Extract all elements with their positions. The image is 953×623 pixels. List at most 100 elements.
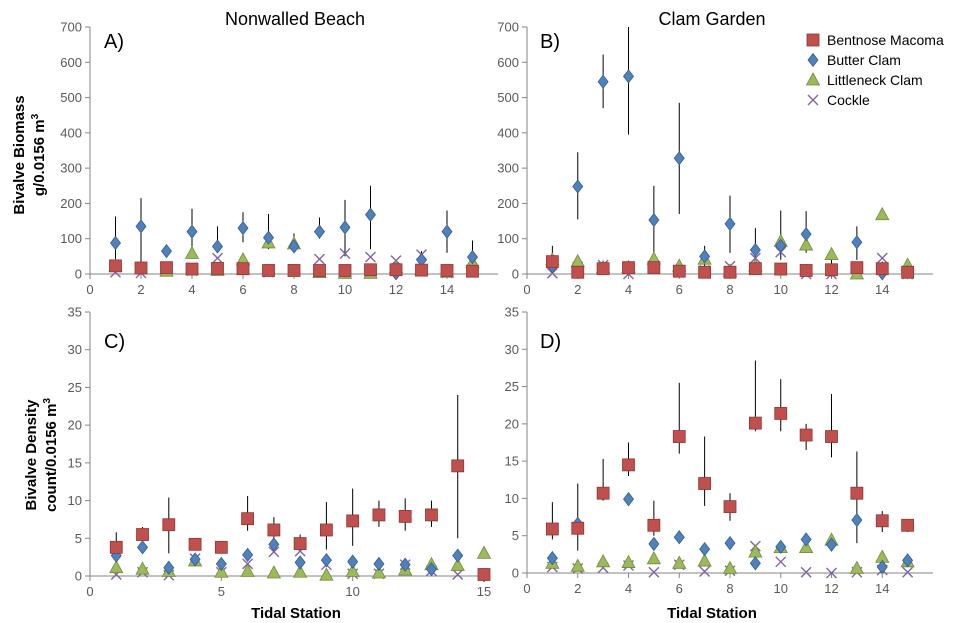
y-tick-label: 200 bbox=[60, 196, 82, 211]
panel-title-clam-garden: Clam Garden bbox=[658, 9, 765, 29]
x-tick-label: 0 bbox=[86, 584, 93, 599]
data-point-littleneck-clam bbox=[798, 237, 814, 251]
y-tick-label: 10 bbox=[505, 491, 519, 506]
data-point-butter-clam bbox=[186, 224, 198, 239]
data-point-bentnose-macoma bbox=[698, 265, 712, 279]
data-point-butter-clam bbox=[189, 552, 201, 567]
y-tick-label: 600 bbox=[497, 55, 519, 70]
data-point-bentnose-macoma bbox=[398, 510, 412, 523]
data-point-bentnose-macoma bbox=[723, 500, 737, 514]
data-point-littleneck-clam bbox=[184, 245, 200, 259]
data-point-butter-clam bbox=[294, 555, 306, 570]
data-point-cockle bbox=[339, 248, 351, 260]
data-point-cockle bbox=[648, 566, 660, 578]
data-point-bentnose-macoma bbox=[293, 537, 307, 550]
data-point-littleneck-clam bbox=[371, 565, 387, 579]
data-point-butter-clam bbox=[699, 249, 711, 264]
data-point-butter-clam bbox=[347, 554, 359, 569]
data-point-bentnose-macoma bbox=[596, 262, 610, 276]
data-point-butter-clam bbox=[876, 559, 888, 575]
y-tick-label: 15 bbox=[505, 454, 519, 469]
data-point-bentnose-macoma bbox=[774, 407, 788, 420]
data-point-butter-clam bbox=[364, 207, 377, 222]
data-point-butter-clam bbox=[211, 239, 224, 254]
y-tick-label: 300 bbox=[60, 161, 82, 176]
data-point-bentnose-macoma bbox=[477, 568, 491, 581]
data-point-littleneck-clam bbox=[266, 565, 282, 579]
data-point-butter-clam bbox=[825, 537, 838, 552]
panel-c-nonwalled-density: 0 5 10 15 20 25 30 35 0 5 10 15 bbox=[68, 305, 492, 600]
data-point-bentnose-macoma bbox=[451, 459, 465, 473]
data-point-bentnose-macoma bbox=[774, 262, 788, 276]
y-tick-label: 0 bbox=[75, 569, 82, 584]
data-point-butter-clam bbox=[597, 74, 609, 89]
y-tick-label: 700 bbox=[60, 20, 82, 35]
data-point-bentnose-macoma bbox=[799, 264, 813, 277]
data-point-littleneck-clam bbox=[240, 563, 255, 577]
data-point-bentnose-macoma bbox=[647, 261, 661, 275]
data-point-littleneck-clam bbox=[722, 560, 738, 574]
y-tick-label: 100 bbox=[60, 231, 82, 246]
data-point-bentnose-macoma bbox=[545, 522, 559, 536]
data-point-littleneck-clam bbox=[476, 545, 492, 559]
data-point-butter-clam bbox=[320, 553, 332, 568]
data-point-littleneck-clam bbox=[109, 559, 124, 574]
x-tick-label: 0 bbox=[523, 581, 530, 596]
data-point-littleneck-clam bbox=[697, 553, 712, 567]
data-point-bentnose-macoma bbox=[338, 264, 352, 277]
legend-label-butter-clam: Butter Clam bbox=[827, 52, 901, 68]
x-tick-label: 6 bbox=[676, 282, 683, 297]
data-point-butter-clam bbox=[237, 220, 249, 236]
legend-marker-bentnose-macoma bbox=[806, 33, 820, 47]
data-point-butter-clam bbox=[135, 219, 147, 234]
data-point-bentnose-macoma bbox=[425, 508, 438, 522]
data-point-littleneck-clam bbox=[798, 539, 814, 554]
data-point-butter-clam bbox=[800, 226, 812, 242]
x-tick-label: 6 bbox=[676, 581, 683, 596]
data-point-butter-clam bbox=[268, 537, 280, 552]
data-point-littleneck-clam bbox=[621, 554, 636, 568]
data-point-bentnose-macoma bbox=[109, 259, 122, 273]
data-point-butter-clam bbox=[109, 235, 122, 251]
data-point-cockle bbox=[876, 252, 888, 264]
y-axis-label-biomass: Bivalve Biomass g/0.0156 m3 bbox=[11, 95, 48, 214]
panel-label-d: D) bbox=[540, 331, 561, 353]
y-tick-label: 600 bbox=[60, 55, 82, 70]
y-tick-label: 5 bbox=[75, 531, 82, 546]
y-tick-label: 5 bbox=[512, 528, 519, 543]
data-point-bentnose-macoma bbox=[346, 514, 360, 528]
data-point-butter-clam bbox=[160, 243, 173, 259]
x-tick-label: 14 bbox=[875, 282, 889, 297]
data-point-bentnose-macoma bbox=[672, 430, 686, 443]
data-point-butter-clam bbox=[648, 536, 660, 552]
y-tick-label: 200 bbox=[497, 196, 519, 211]
data-point-butter-clam bbox=[902, 553, 914, 568]
data-point-bentnose-macoma bbox=[850, 486, 864, 500]
y-axis-label-density: Bivalve Density count/0.0156 m3 bbox=[23, 398, 60, 512]
data-point-butter-clam bbox=[546, 550, 558, 566]
data-point-butter-clam bbox=[622, 69, 635, 84]
y-tick-label: 300 bbox=[497, 161, 519, 176]
data-point-butter-clam bbox=[441, 224, 453, 239]
x-tick-label: 10 bbox=[774, 282, 788, 297]
data-point-bentnose-macoma bbox=[825, 263, 838, 277]
data-point-littleneck-clam bbox=[824, 246, 839, 260]
legend-marker-littleneck-clam bbox=[805, 72, 821, 86]
y-tick-label: 0 bbox=[512, 566, 519, 581]
data-point-bentnose-macoma bbox=[748, 262, 762, 276]
x-tick-label: 0 bbox=[523, 282, 530, 297]
data-point-littleneck-clam bbox=[849, 560, 865, 574]
data-point-butter-clam bbox=[648, 212, 660, 228]
legend-marker-butter-clam bbox=[807, 52, 819, 68]
panel-d-clam-garden-density: 0 5 10 15 20 25 30 35 0 2 4 6 8 10 12 14 bbox=[505, 305, 933, 596]
y-tick-label: 35 bbox=[68, 305, 82, 320]
x-tick-label: 8 bbox=[726, 282, 733, 297]
panel-label-b: B) bbox=[540, 31, 560, 53]
data-point-bentnose-macoma bbox=[372, 508, 386, 522]
data-point-bentnose-macoma bbox=[825, 430, 838, 443]
data-point-cockle bbox=[452, 568, 464, 580]
data-point-cockle bbox=[212, 252, 223, 264]
panel-title-nonwalled: Nonwalled Beach bbox=[225, 9, 365, 29]
data-point-littleneck-clam bbox=[570, 253, 585, 268]
data-point-bentnose-macoma bbox=[389, 263, 403, 277]
